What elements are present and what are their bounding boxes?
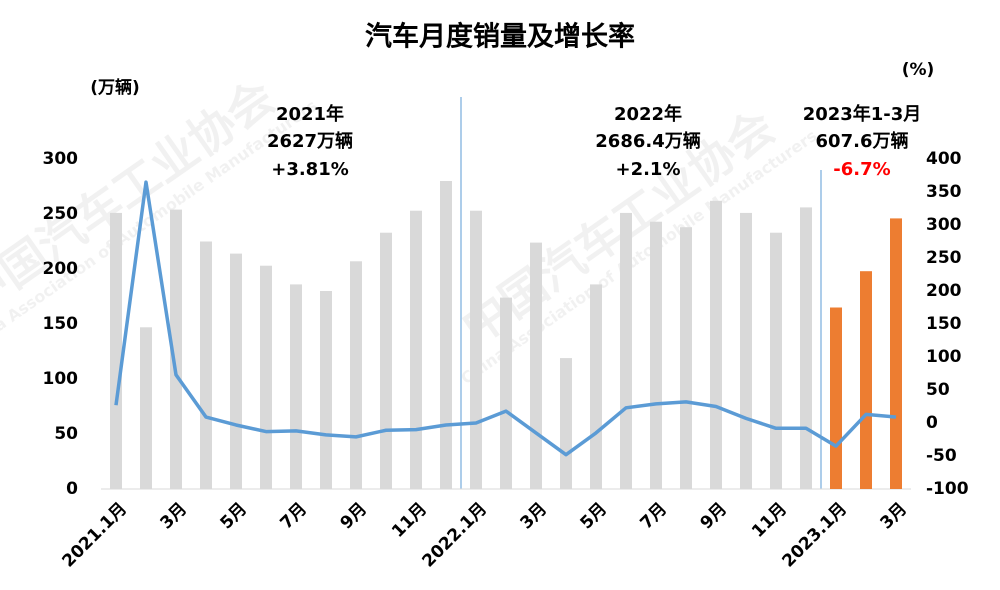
bar <box>260 265 272 489</box>
bar <box>200 241 212 489</box>
x-tick-label: 7月 <box>637 499 672 534</box>
y-tick-label: 150 <box>43 314 79 334</box>
y2-tick-label: 250 <box>926 248 962 268</box>
y2-tick-label: 400 <box>926 149 962 169</box>
x-tick-label: 9月 <box>337 499 372 534</box>
bar <box>800 207 812 489</box>
y-tick-label: 0 <box>66 479 78 499</box>
annotation: -6.7% <box>833 159 890 180</box>
bar <box>860 271 872 489</box>
bar <box>680 227 692 489</box>
annotation: 607.6万辆 <box>816 130 909 152</box>
bar <box>410 210 422 489</box>
line <box>114 180 897 457</box>
annotation: 2021年 <box>276 103 344 125</box>
y-tick-label: 200 <box>43 259 79 279</box>
y-tick-label: 250 <box>43 204 79 224</box>
y2-tick-label: 100 <box>926 347 962 367</box>
bar <box>590 284 602 489</box>
annotation: 2022年 <box>614 103 682 125</box>
x-tick-label: 3月 <box>517 499 552 534</box>
bar <box>230 253 242 489</box>
y-tick-label: 300 <box>43 149 79 169</box>
bar <box>620 212 632 489</box>
x-tick-label: 2023.1月 <box>779 499 852 572</box>
y-tick-label: 100 <box>43 369 79 389</box>
y-axis-label: (万辆) <box>90 77 140 98</box>
y-tick-label: 50 <box>54 424 78 444</box>
chart-title: 汽车月度销量及增长率 <box>365 21 635 53</box>
bar <box>350 261 362 489</box>
y2-tick-label: 0 <box>926 413 938 433</box>
y2-tick-label: 300 <box>926 215 962 235</box>
bar <box>500 297 512 489</box>
bar <box>440 181 452 489</box>
x-tick-label: 5月 <box>577 499 612 534</box>
x-tick-label: 7月 <box>277 499 312 534</box>
y2-axis-label: (%) <box>902 60 935 80</box>
bar <box>380 232 392 489</box>
x-tick-label: 2022.1月 <box>419 499 492 572</box>
bar <box>770 232 782 489</box>
y2-tick-label: 350 <box>926 182 962 202</box>
bar <box>470 210 482 489</box>
bar <box>560 358 572 489</box>
bar <box>650 221 662 489</box>
x-tick-label: 11月 <box>388 499 431 542</box>
y2-tick-label: 200 <box>926 281 962 301</box>
bar <box>140 327 152 489</box>
y2-tick-label: -100 <box>926 479 969 499</box>
bar <box>740 212 752 489</box>
x-tick-label: 2021.1月 <box>59 499 132 572</box>
x-tick-label: 9月 <box>697 499 732 534</box>
y2-tick-label: 50 <box>926 380 950 400</box>
annotation: 2023年1-3月 <box>803 103 922 125</box>
bar <box>320 291 332 489</box>
bar <box>890 218 902 489</box>
y2-tick-label: -50 <box>926 446 957 466</box>
bar <box>710 200 722 490</box>
y2-tick-label: 150 <box>926 314 962 334</box>
bar <box>170 209 182 489</box>
annotation: +3.81% <box>271 159 349 180</box>
bar <box>110 212 122 489</box>
annotation: 2627万辆 <box>267 130 353 152</box>
annotation: +2.1% <box>615 159 680 180</box>
bar <box>830 307 842 489</box>
x-tick-label: 11月 <box>748 499 791 542</box>
bar <box>290 284 302 489</box>
bar <box>530 242 542 489</box>
x-tick-label: 3月 <box>157 499 192 534</box>
x-tick-label: 5月 <box>217 499 252 534</box>
annotation: 2686.4万辆 <box>595 130 700 152</box>
x-tick-label: 3月 <box>877 499 912 534</box>
